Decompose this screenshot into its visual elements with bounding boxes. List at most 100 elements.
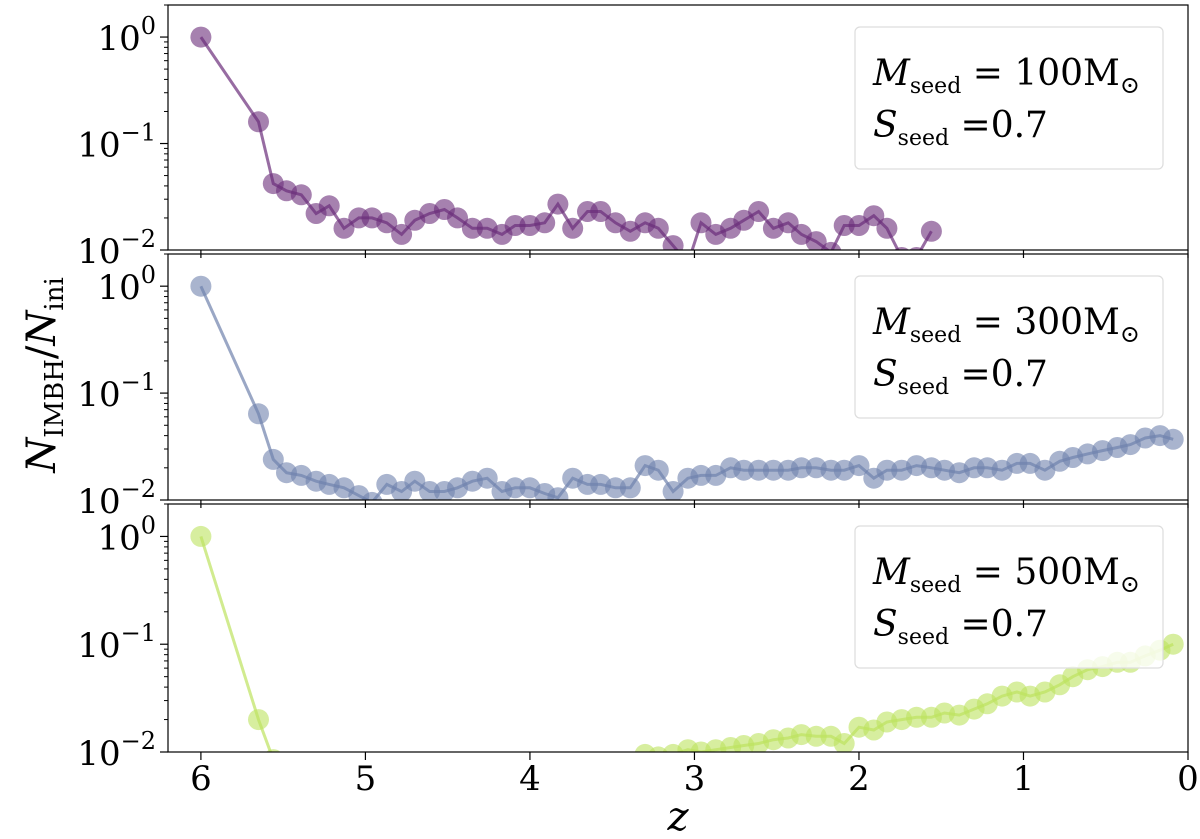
data-point — [547, 193, 569, 215]
legend-mass: Mseed = 500M⊙ — [872, 552, 1140, 598]
data-point — [805, 725, 827, 747]
y-tick-label: 100 — [97, 511, 156, 558]
legend-box — [854, 26, 1164, 170]
legend-spin: Sseed =0.7 — [873, 105, 1048, 151]
y-tick-label: 100 — [97, 12, 156, 59]
data-point — [361, 491, 383, 500]
data-point — [833, 215, 855, 236]
y-tick-label: 10−2 — [77, 225, 156, 272]
panel-frame — [167, 503, 1189, 753]
data-point — [333, 217, 355, 239]
data-point — [733, 459, 755, 481]
panel-1: 100 10−1 10−2 Mseed = 100M⊙ Sseed =0.7 — [77, 4, 1189, 274]
data-point — [262, 448, 284, 470]
data-point — [634, 743, 656, 752]
y-tick-label: 10−1 — [77, 619, 156, 666]
data-point — [894, 247, 910, 250]
legend-box — [854, 275, 1164, 419]
data-point — [690, 212, 712, 234]
legend-spin: Sseed =0.7 — [873, 604, 1048, 650]
series-2 — [190, 275, 1184, 500]
data-point — [863, 205, 885, 227]
y-axis-label-separator: / — [19, 345, 65, 359]
data-point — [404, 470, 426, 492]
y-tick-label: 10−1 — [77, 119, 156, 166]
data-point — [190, 275, 212, 297]
data-point — [748, 201, 770, 222]
y-tick-label: 100 — [97, 261, 156, 308]
x-tick-label: 0 — [1177, 759, 1199, 799]
data-point — [833, 733, 855, 752]
data-point — [649, 746, 668, 752]
legend-2: Mseed = 300M⊙ Sseed =0.7 — [854, 275, 1164, 419]
data-point — [677, 253, 698, 274]
data-point — [748, 459, 770, 481]
data-point — [547, 487, 569, 500]
x-tick-label: 3 — [684, 759, 706, 799]
x-tick-label: 2 — [848, 759, 870, 799]
data-point — [266, 749, 281, 752]
y-tick-label: 10−2 — [77, 727, 156, 774]
data-point — [909, 247, 924, 250]
data-point — [562, 217, 584, 239]
svg-text:NIMBH/Nini: NIMBH/Nini — [19, 277, 70, 474]
y-axis-label-numerator: N — [19, 436, 65, 474]
legend-box — [854, 525, 1164, 669]
data-point — [447, 207, 468, 229]
series-1 — [190, 26, 942, 274]
data-point — [876, 459, 898, 481]
x-tick-label: 6 — [190, 759, 212, 799]
data-point — [848, 215, 870, 236]
data-point — [662, 235, 684, 250]
legend-3: Mseed = 500M⊙ Sseed =0.7 — [854, 525, 1164, 669]
x-axis-ticks: 6 5 4 3 2 1 0 — [190, 759, 1199, 799]
panel-3: 100 10−1 10−2 Mseed = 500M⊙ Sseed =0.7 — [77, 503, 1189, 774]
data-point — [619, 477, 641, 499]
data-point — [1162, 428, 1184, 450]
data-point — [805, 231, 827, 250]
data-point — [605, 477, 626, 499]
data-point — [590, 201, 612, 222]
data-point — [876, 217, 898, 239]
data-point — [461, 217, 483, 239]
data-point — [376, 212, 398, 234]
data-point — [190, 26, 212, 48]
data-point — [248, 111, 269, 133]
legend-spin: Sseed =0.7 — [873, 354, 1048, 400]
data-point — [790, 457, 812, 479]
y-axis-label-numerator-sub: IMBH — [40, 359, 70, 438]
data-point — [1162, 633, 1184, 655]
data-point — [762, 459, 784, 481]
data-point — [318, 195, 340, 217]
data-point — [920, 220, 942, 242]
y-tick-label: 10−2 — [77, 475, 156, 522]
data-point — [534, 212, 556, 234]
data-point — [248, 403, 269, 425]
panel-2: 100 10−1 10−2 Mseed = 300M⊙ Sseed =0.7 — [77, 253, 1189, 522]
data-point — [504, 215, 526, 236]
data-point — [647, 459, 669, 481]
panel-frame — [167, 4, 1189, 251]
data-point — [820, 241, 842, 250]
data-point — [190, 525, 212, 547]
x-axis-label: z — [666, 794, 689, 839]
panel-frame — [167, 253, 1189, 501]
legend-mass: Mseed = 300M⊙ — [872, 302, 1140, 348]
data-point — [906, 706, 927, 728]
x-tick-label: 4 — [519, 759, 541, 799]
data-point — [690, 464, 712, 486]
y-tick-label: 10−1 — [77, 368, 156, 415]
legend-1: Mseed = 100M⊙ Sseed =0.7 — [854, 26, 1164, 170]
x-tick-label: 5 — [355, 759, 377, 799]
data-point — [647, 217, 669, 239]
data-point — [290, 184, 312, 206]
legend-mass: Mseed = 100M⊙ — [872, 53, 1140, 99]
data-point — [391, 223, 413, 245]
data-point — [662, 481, 684, 500]
x-tick-label: 1 — [1013, 759, 1035, 799]
y-axis-label-denominator: N — [19, 309, 65, 347]
data-point — [848, 455, 870, 477]
y-axis-label: NIMBH/Nini — [19, 277, 70, 474]
